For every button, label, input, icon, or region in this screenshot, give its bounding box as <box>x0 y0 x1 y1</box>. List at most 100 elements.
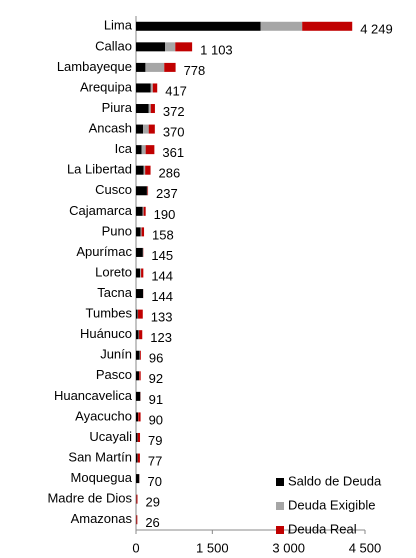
bar-segment <box>148 124 155 134</box>
x-tick-label: 3 000 <box>272 540 305 555</box>
bar-segment <box>136 412 139 422</box>
bar-segment <box>141 227 145 237</box>
bar-segment <box>136 474 140 484</box>
total-label: 778 <box>184 63 206 78</box>
bar-segment <box>140 350 141 360</box>
y-tick-label: La Libertad <box>67 162 132 177</box>
total-label: 286 <box>159 166 181 181</box>
bar-segment <box>165 42 176 52</box>
legend-swatch <box>276 478 284 486</box>
bar-segment <box>141 145 146 155</box>
bar-segment <box>137 453 140 463</box>
bar-segment <box>137 309 139 319</box>
bar-segment <box>136 227 141 237</box>
bar-segment <box>138 309 143 319</box>
total-label: 158 <box>152 227 174 242</box>
bar-segment <box>143 165 146 175</box>
bar-segment <box>140 227 142 237</box>
bar-segment <box>136 206 143 216</box>
y-tick-label: Ucayali <box>89 429 132 444</box>
y-tick-label: Ancash <box>89 121 132 136</box>
total-label: 4 249 <box>360 22 393 37</box>
bar-segment <box>139 350 141 360</box>
y-tick-label: San Martín <box>68 449 132 464</box>
y-tick-label: Lambayeque <box>57 59 132 74</box>
y-tick-label: Arequipa <box>80 79 133 94</box>
bar-segment <box>175 42 193 52</box>
total-label: 70 <box>148 474 162 489</box>
bar-segment <box>136 186 147 196</box>
legend-label: Deuda Exigible <box>288 497 375 512</box>
bar-segment <box>136 371 140 381</box>
bar-segment <box>136 309 138 319</box>
x-tick-label: 0 <box>132 540 139 555</box>
bar-segment <box>136 62 146 72</box>
bar-segment <box>136 515 138 525</box>
bar-segment <box>143 206 146 216</box>
total-label: 237 <box>156 186 178 201</box>
bar-segment <box>150 104 155 114</box>
bar-segment <box>150 83 153 93</box>
x-tick-label: 4 500 <box>349 540 382 555</box>
total-label: 92 <box>149 371 163 386</box>
y-tick-label: Junín <box>100 347 132 362</box>
bar-segment <box>136 83 151 93</box>
y-tick-label: Pasco <box>96 367 132 382</box>
total-label: 372 <box>163 104 185 119</box>
bar-segment <box>136 247 143 257</box>
bar-segment <box>136 289 144 299</box>
total-label: 144 <box>151 289 173 304</box>
y-tick-label: Callao <box>95 38 132 53</box>
total-label: 123 <box>150 330 172 345</box>
bar-segment <box>136 268 141 278</box>
bar-segment <box>145 62 165 72</box>
y-tick-label: Loreto <box>95 264 132 279</box>
bar-segment <box>136 350 140 360</box>
bar-segment <box>164 62 176 72</box>
y-tick-label: Madre de Dios <box>47 491 132 506</box>
y-tick-label: Tacna <box>97 285 132 300</box>
y-tick-label: Cajamarca <box>69 203 133 218</box>
total-label: 145 <box>151 248 173 263</box>
y-tick-label: Piura <box>102 100 133 115</box>
y-tick-label: Tumbes <box>86 306 133 321</box>
bar-segment <box>146 186 148 196</box>
legend-swatch <box>276 502 284 510</box>
bar-segment <box>139 371 141 381</box>
total-label: 417 <box>165 83 187 98</box>
bar-segment <box>136 391 141 401</box>
bar-segment <box>136 104 149 114</box>
y-tick-label: Amazonas <box>71 511 133 526</box>
y-tick-label: Ica <box>115 141 133 156</box>
x-tick-label: 1 500 <box>196 540 229 555</box>
bar-segment <box>136 145 142 155</box>
y-tick-label: Huánuco <box>80 326 132 341</box>
bar-segment <box>143 124 149 134</box>
bar-segment <box>138 412 141 422</box>
bar-segment <box>140 268 142 278</box>
total-label: 79 <box>148 433 162 448</box>
bar-segment <box>148 104 151 114</box>
bar-segment <box>141 268 144 278</box>
bar-segment <box>136 330 139 340</box>
total-label: 370 <box>163 125 185 140</box>
total-label: 133 <box>151 310 173 325</box>
total-label: 91 <box>149 392 163 407</box>
legend-label: Deuda Real <box>288 521 357 536</box>
total-label: 29 <box>145 495 159 510</box>
bar-segment <box>136 21 261 31</box>
bar-segment <box>145 165 151 175</box>
y-tick-label: Puno <box>102 223 132 238</box>
legend-label: Saldo de Deuda <box>288 473 382 488</box>
y-tick-label: Moquegua <box>71 470 133 485</box>
y-tick-label: Cusco <box>95 182 132 197</box>
total-label: 361 <box>162 145 184 160</box>
bar-segment <box>260 21 303 31</box>
total-label: 77 <box>148 453 162 468</box>
total-label: 26 <box>145 515 159 530</box>
bar-segment <box>302 21 353 31</box>
bar-segment <box>136 453 138 463</box>
bar-segment <box>145 145 155 155</box>
y-tick-label: Apurímac <box>76 244 132 259</box>
